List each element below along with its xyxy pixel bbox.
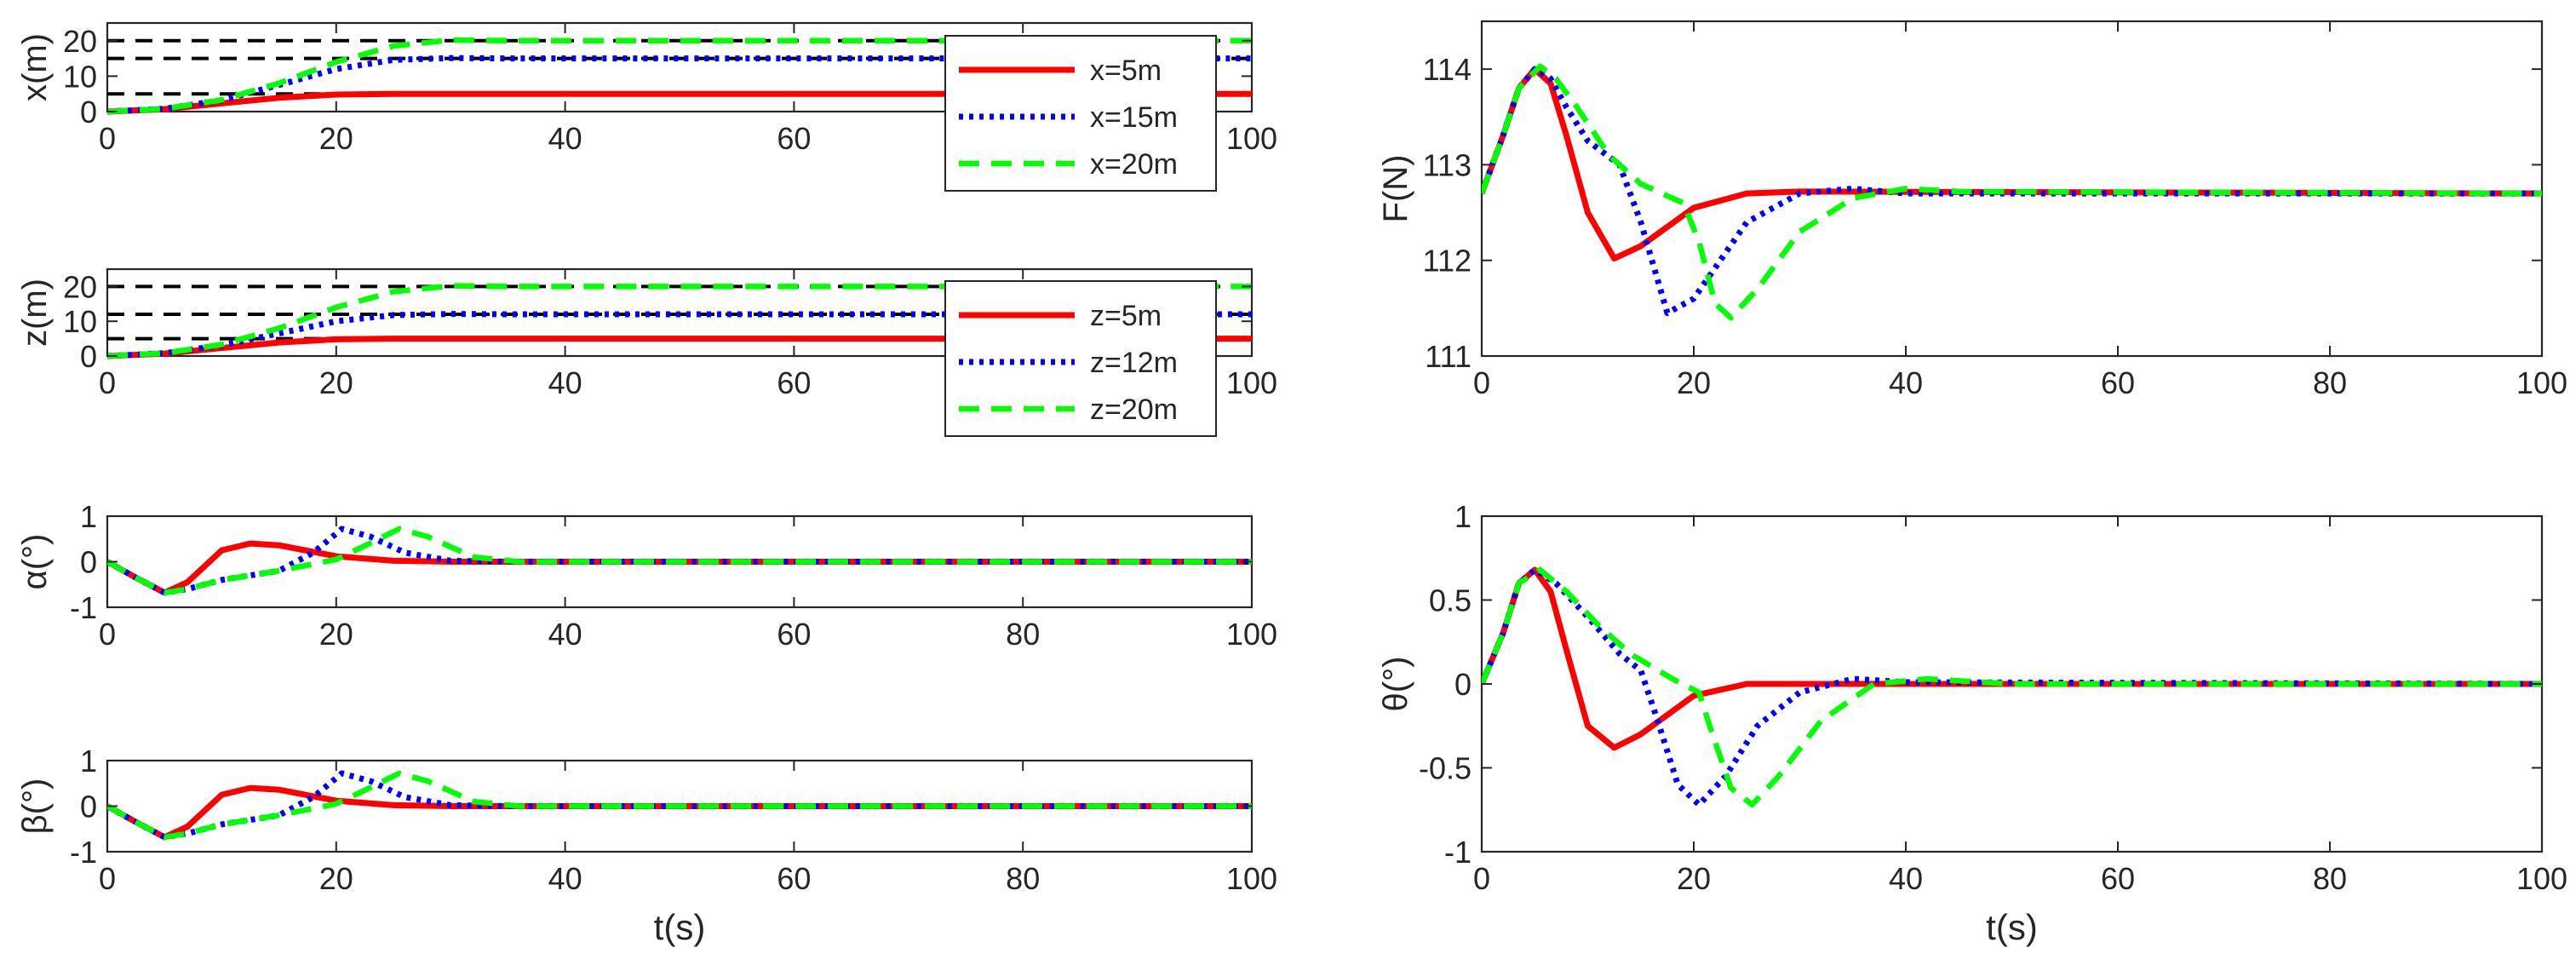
x-tick-label: 40 [1889, 861, 1923, 896]
y-tick-label: 114 [1423, 52, 1472, 87]
legend-label: x=5m [1090, 55, 1162, 87]
x-tick-label: 0 [1473, 365, 1490, 400]
x-tick-label: 80 [2313, 365, 2347, 400]
series-line-green [107, 283, 1252, 359]
x-tick-label: 0 [99, 861, 116, 896]
legend-box [944, 280, 1217, 437]
x-tick-label: 60 [777, 861, 811, 896]
x-tick-label: 60 [2101, 861, 2135, 896]
subplot-F: 0 20 40 60 80 100 111 112 113 114 F(N) [1377, 20, 2567, 400]
x-tick-label: 40 [548, 861, 582, 896]
y-tick-label: 0 [1454, 667, 1472, 702]
series-line-red [107, 336, 1252, 359]
x-tick-label: 100 [2516, 861, 2567, 896]
y-tick-label: 1 [80, 744, 97, 778]
x-tick-label: 100 [1226, 861, 1277, 896]
legend: z=5m z=12m z=20m [944, 280, 1217, 437]
y-tick-label: 112 [1423, 244, 1472, 279]
y-tick-label: 0 [80, 339, 97, 374]
x-tick-label: 20 [319, 121, 353, 156]
legend-label: x=20m [1090, 148, 1178, 181]
y-tick-label: -1 [70, 590, 97, 625]
x-axis-label: t(s) [1986, 907, 2038, 947]
x-tick-label: 40 [1889, 365, 1923, 400]
x-tick-label: 0 [99, 365, 116, 400]
axes-frame [1480, 20, 2544, 358]
legend-label: z=12m [1090, 347, 1178, 379]
y-axis-label: x(m) [16, 33, 54, 101]
series-line-green [107, 770, 1252, 841]
y-axis-label: z(m) [16, 279, 54, 347]
x-tick-label: 100 [2516, 365, 2567, 400]
x-tick-label: 40 [548, 121, 582, 156]
series-line-green [107, 37, 1252, 115]
y-tick-label: 0 [80, 545, 97, 580]
x-tick-label: 0 [1473, 861, 1490, 896]
x-tick-label: 80 [1006, 861, 1040, 896]
x-tick-label: 100 [1226, 617, 1277, 652]
x-tick-label: 60 [777, 617, 811, 652]
y-axis-label: β(°) [16, 778, 54, 835]
legend-label: x=15m [1090, 101, 1178, 134]
series-line-blue [1482, 566, 2542, 808]
legend-label: z=5m [1090, 300, 1162, 332]
x-tick-label: 20 [319, 861, 353, 896]
x-tick-label: 40 [548, 617, 582, 652]
y-tick-label: 10 [63, 59, 97, 94]
legend: x=5m x=15m x=20m [944, 35, 1217, 192]
series-line-red [107, 90, 1252, 115]
legend-label: z=20m [1090, 393, 1178, 426]
x-tick-label: 0 [99, 617, 116, 652]
y-tick-label: 111 [1425, 339, 1472, 374]
y-tick-label: 0 [80, 790, 97, 824]
series-line-blue [1482, 66, 2542, 316]
y-tick-label: 113 [1423, 147, 1472, 182]
x-tick-label: 40 [548, 365, 582, 400]
subplot-theta: 0 20 40 60 80 100 -1 -0.5 0 0.5 1 θ(°) t(s) [1377, 499, 2567, 947]
x-tick-label: 0 [99, 121, 116, 156]
y-axis-label: θ(°) [1377, 657, 1414, 712]
x-axis-label: t(s) [654, 907, 706, 947]
y-tick-label: 10 [63, 304, 97, 339]
y-tick-label: 1 [1454, 499, 1472, 534]
x-tick-label: 80 [1006, 617, 1040, 652]
x-tick-label: 100 [1226, 365, 1277, 400]
y-axis-label: α(°) [16, 534, 54, 590]
y-axis-label: F(N) [1377, 155, 1414, 223]
x-tick-label: 80 [2313, 861, 2347, 896]
y-tick-label: -1 [70, 835, 97, 870]
x-tick-label: 60 [2101, 365, 2135, 400]
y-tick-label: 0 [80, 95, 97, 129]
y-tick-label: 0.5 [1429, 583, 1472, 618]
x-tick-label: 20 [1677, 365, 1711, 400]
y-tick-label: 1 [80, 499, 97, 534]
legend-box [944, 35, 1217, 192]
series-line-green [107, 526, 1252, 596]
x-tick-label: 20 [319, 365, 353, 400]
y-tick-label: -0.5 [1419, 751, 1472, 786]
x-tick-label: 100 [1226, 121, 1277, 156]
x-tick-label: 60 [777, 121, 811, 156]
series-line-green [1482, 63, 2542, 321]
y-tick-label: 20 [63, 269, 97, 304]
x-tick-label: 20 [319, 617, 353, 652]
x-tick-label: 20 [1677, 861, 1711, 896]
y-tick-label: -1 [1444, 835, 1472, 870]
y-tick-label: 20 [63, 24, 97, 59]
x-tick-label: 60 [777, 365, 811, 400]
